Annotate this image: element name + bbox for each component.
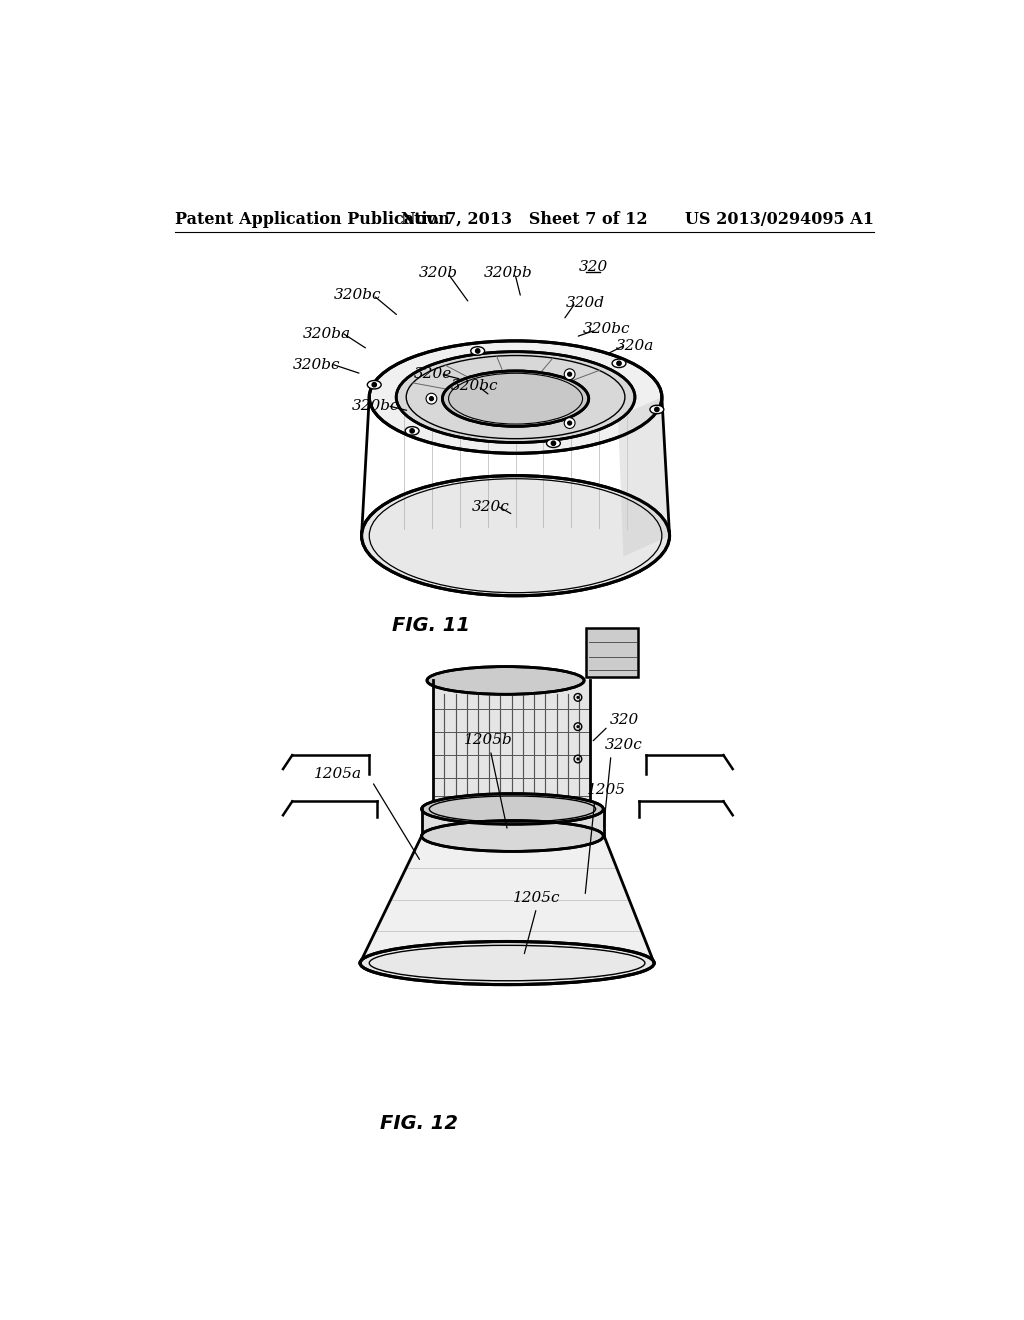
Ellipse shape (360, 941, 654, 985)
Ellipse shape (370, 341, 662, 453)
Text: 320a: 320a (615, 338, 654, 352)
Text: 320c: 320c (604, 738, 642, 752)
Circle shape (567, 372, 571, 376)
Circle shape (567, 421, 571, 425)
Circle shape (372, 383, 377, 387)
Circle shape (426, 393, 437, 404)
Circle shape (475, 348, 480, 354)
Circle shape (410, 429, 415, 433)
Text: 320c: 320c (472, 500, 510, 515)
Text: 320: 320 (579, 260, 608, 275)
Ellipse shape (422, 793, 603, 825)
Ellipse shape (442, 371, 589, 426)
Text: 1205b: 1205b (464, 733, 513, 747)
Text: FIG. 12: FIG. 12 (380, 1114, 459, 1133)
Text: 1205a: 1205a (314, 767, 362, 781)
Ellipse shape (471, 347, 484, 355)
Text: 320bc: 320bc (293, 358, 341, 372)
Text: 320d: 320d (565, 296, 604, 310)
Text: 320b: 320b (419, 267, 458, 280)
Circle shape (551, 441, 556, 445)
Circle shape (654, 408, 659, 412)
FancyBboxPatch shape (587, 628, 638, 677)
Ellipse shape (368, 380, 381, 389)
Ellipse shape (422, 821, 603, 851)
Text: 320: 320 (610, 714, 640, 727)
Circle shape (577, 758, 580, 760)
Text: 320ba: 320ba (303, 327, 351, 341)
Text: Nov. 7, 2013   Sheet 7 of 12: Nov. 7, 2013 Sheet 7 of 12 (401, 211, 648, 228)
Polygon shape (360, 836, 654, 964)
Circle shape (564, 417, 575, 429)
Ellipse shape (427, 795, 584, 822)
Circle shape (577, 696, 580, 700)
Text: 320e: 320e (414, 367, 453, 381)
Text: 320bc: 320bc (451, 379, 499, 393)
Ellipse shape (406, 426, 419, 436)
Text: 320bb: 320bb (483, 267, 532, 280)
Ellipse shape (396, 351, 635, 442)
Circle shape (577, 725, 580, 729)
Text: 320bc: 320bc (334, 289, 382, 302)
Text: 320bc: 320bc (351, 400, 399, 413)
Text: 1205c: 1205c (513, 891, 561, 904)
Text: FIG. 11: FIG. 11 (392, 615, 470, 635)
Text: 320bc: 320bc (583, 322, 630, 337)
Ellipse shape (547, 440, 560, 447)
Polygon shape (617, 397, 670, 557)
Circle shape (564, 368, 575, 380)
Ellipse shape (361, 475, 670, 595)
Text: US 2013/0294095 A1: US 2013/0294095 A1 (685, 211, 874, 228)
Polygon shape (433, 681, 590, 809)
Ellipse shape (650, 405, 664, 413)
Circle shape (429, 397, 433, 400)
Polygon shape (422, 809, 604, 836)
Ellipse shape (427, 667, 584, 694)
Circle shape (616, 362, 622, 366)
Ellipse shape (612, 359, 626, 367)
Text: 1205: 1205 (587, 783, 626, 797)
Text: Patent Application Publication: Patent Application Publication (175, 211, 450, 228)
